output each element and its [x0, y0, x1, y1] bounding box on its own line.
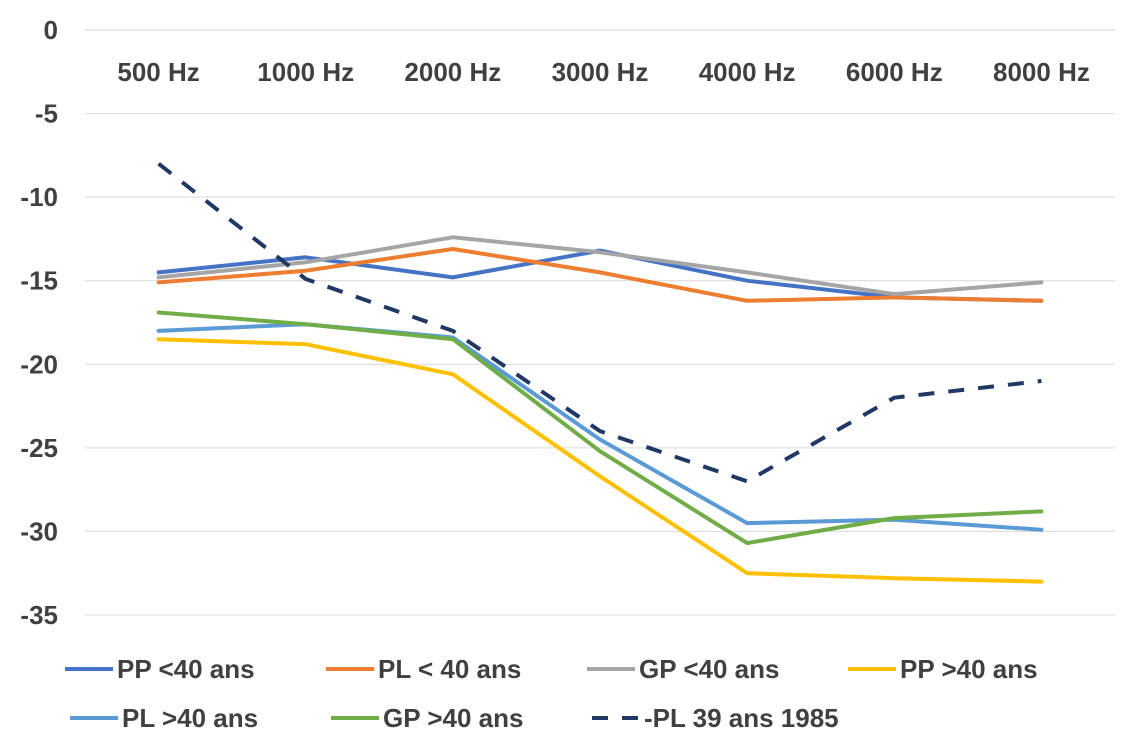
legend-item: GP >40 ans [331, 703, 523, 729]
y-tick-label: -5 [35, 99, 58, 129]
y-tick-label: -20 [20, 349, 58, 379]
legend-label: PP >40 ans [900, 654, 1038, 684]
x-tick-label: 1000 Hz [257, 57, 354, 87]
legend-label: GP >40 ans [383, 703, 523, 729]
legend-item: PL >40 ans [70, 703, 258, 729]
x-tick-label: 8000 Hz [993, 57, 1090, 87]
x-tick-label: 500 Hz [117, 57, 199, 87]
x-tick-label: 6000 Hz [846, 57, 943, 87]
legend-item: PL < 40 ans [326, 654, 521, 684]
legend-label: PL >40 ans [122, 703, 258, 729]
gridlines [85, 29, 1115, 616]
y-tick-label: 0 [44, 15, 58, 45]
x-tick-label: 4000 Hz [699, 57, 796, 87]
legend: PP <40 ans PL < 40 ans GP <40 ans PP >40 an… [65, 654, 1038, 729]
series-line [156, 235, 1044, 297]
x-tick-label: 2000 Hz [404, 57, 501, 87]
x-tick-label: 3000 Hz [552, 57, 649, 87]
legend-label: PL < 40 ans [378, 654, 521, 684]
legend-item: GP <40 ans [587, 654, 779, 684]
series-line [156, 337, 1044, 584]
x-tick-labels: 500 Hz 1000 Hz 2000 Hz 3000 Hz 4000 Hz 6000 H… [117, 57, 1089, 87]
series-line [157, 162, 1042, 484]
y-tick-label: -25 [20, 433, 58, 463]
series-line [156, 322, 1044, 532]
series-line [156, 310, 1044, 546]
series-line [156, 247, 1044, 303]
y-tick-label: -35 [20, 600, 58, 630]
y-tick-label: -10 [20, 182, 58, 212]
legend-item: PP <40 ans [65, 654, 255, 684]
y-tick-labels: 0 -5 -10 -15 -20 -25 -30 -35 [20, 15, 58, 630]
legend-label: -PL 39 ans 1985 [644, 703, 839, 729]
legend-label: GP <40 ans [639, 654, 779, 684]
legend-item: -PL 39 ans 1985 [592, 703, 839, 729]
series-lines [156, 162, 1044, 584]
legend-item: PP >40 ans [848, 654, 1038, 684]
legend-label: PP <40 ans [117, 654, 255, 684]
y-tick-label: -30 [20, 516, 58, 546]
y-tick-label: -15 [20, 266, 58, 296]
